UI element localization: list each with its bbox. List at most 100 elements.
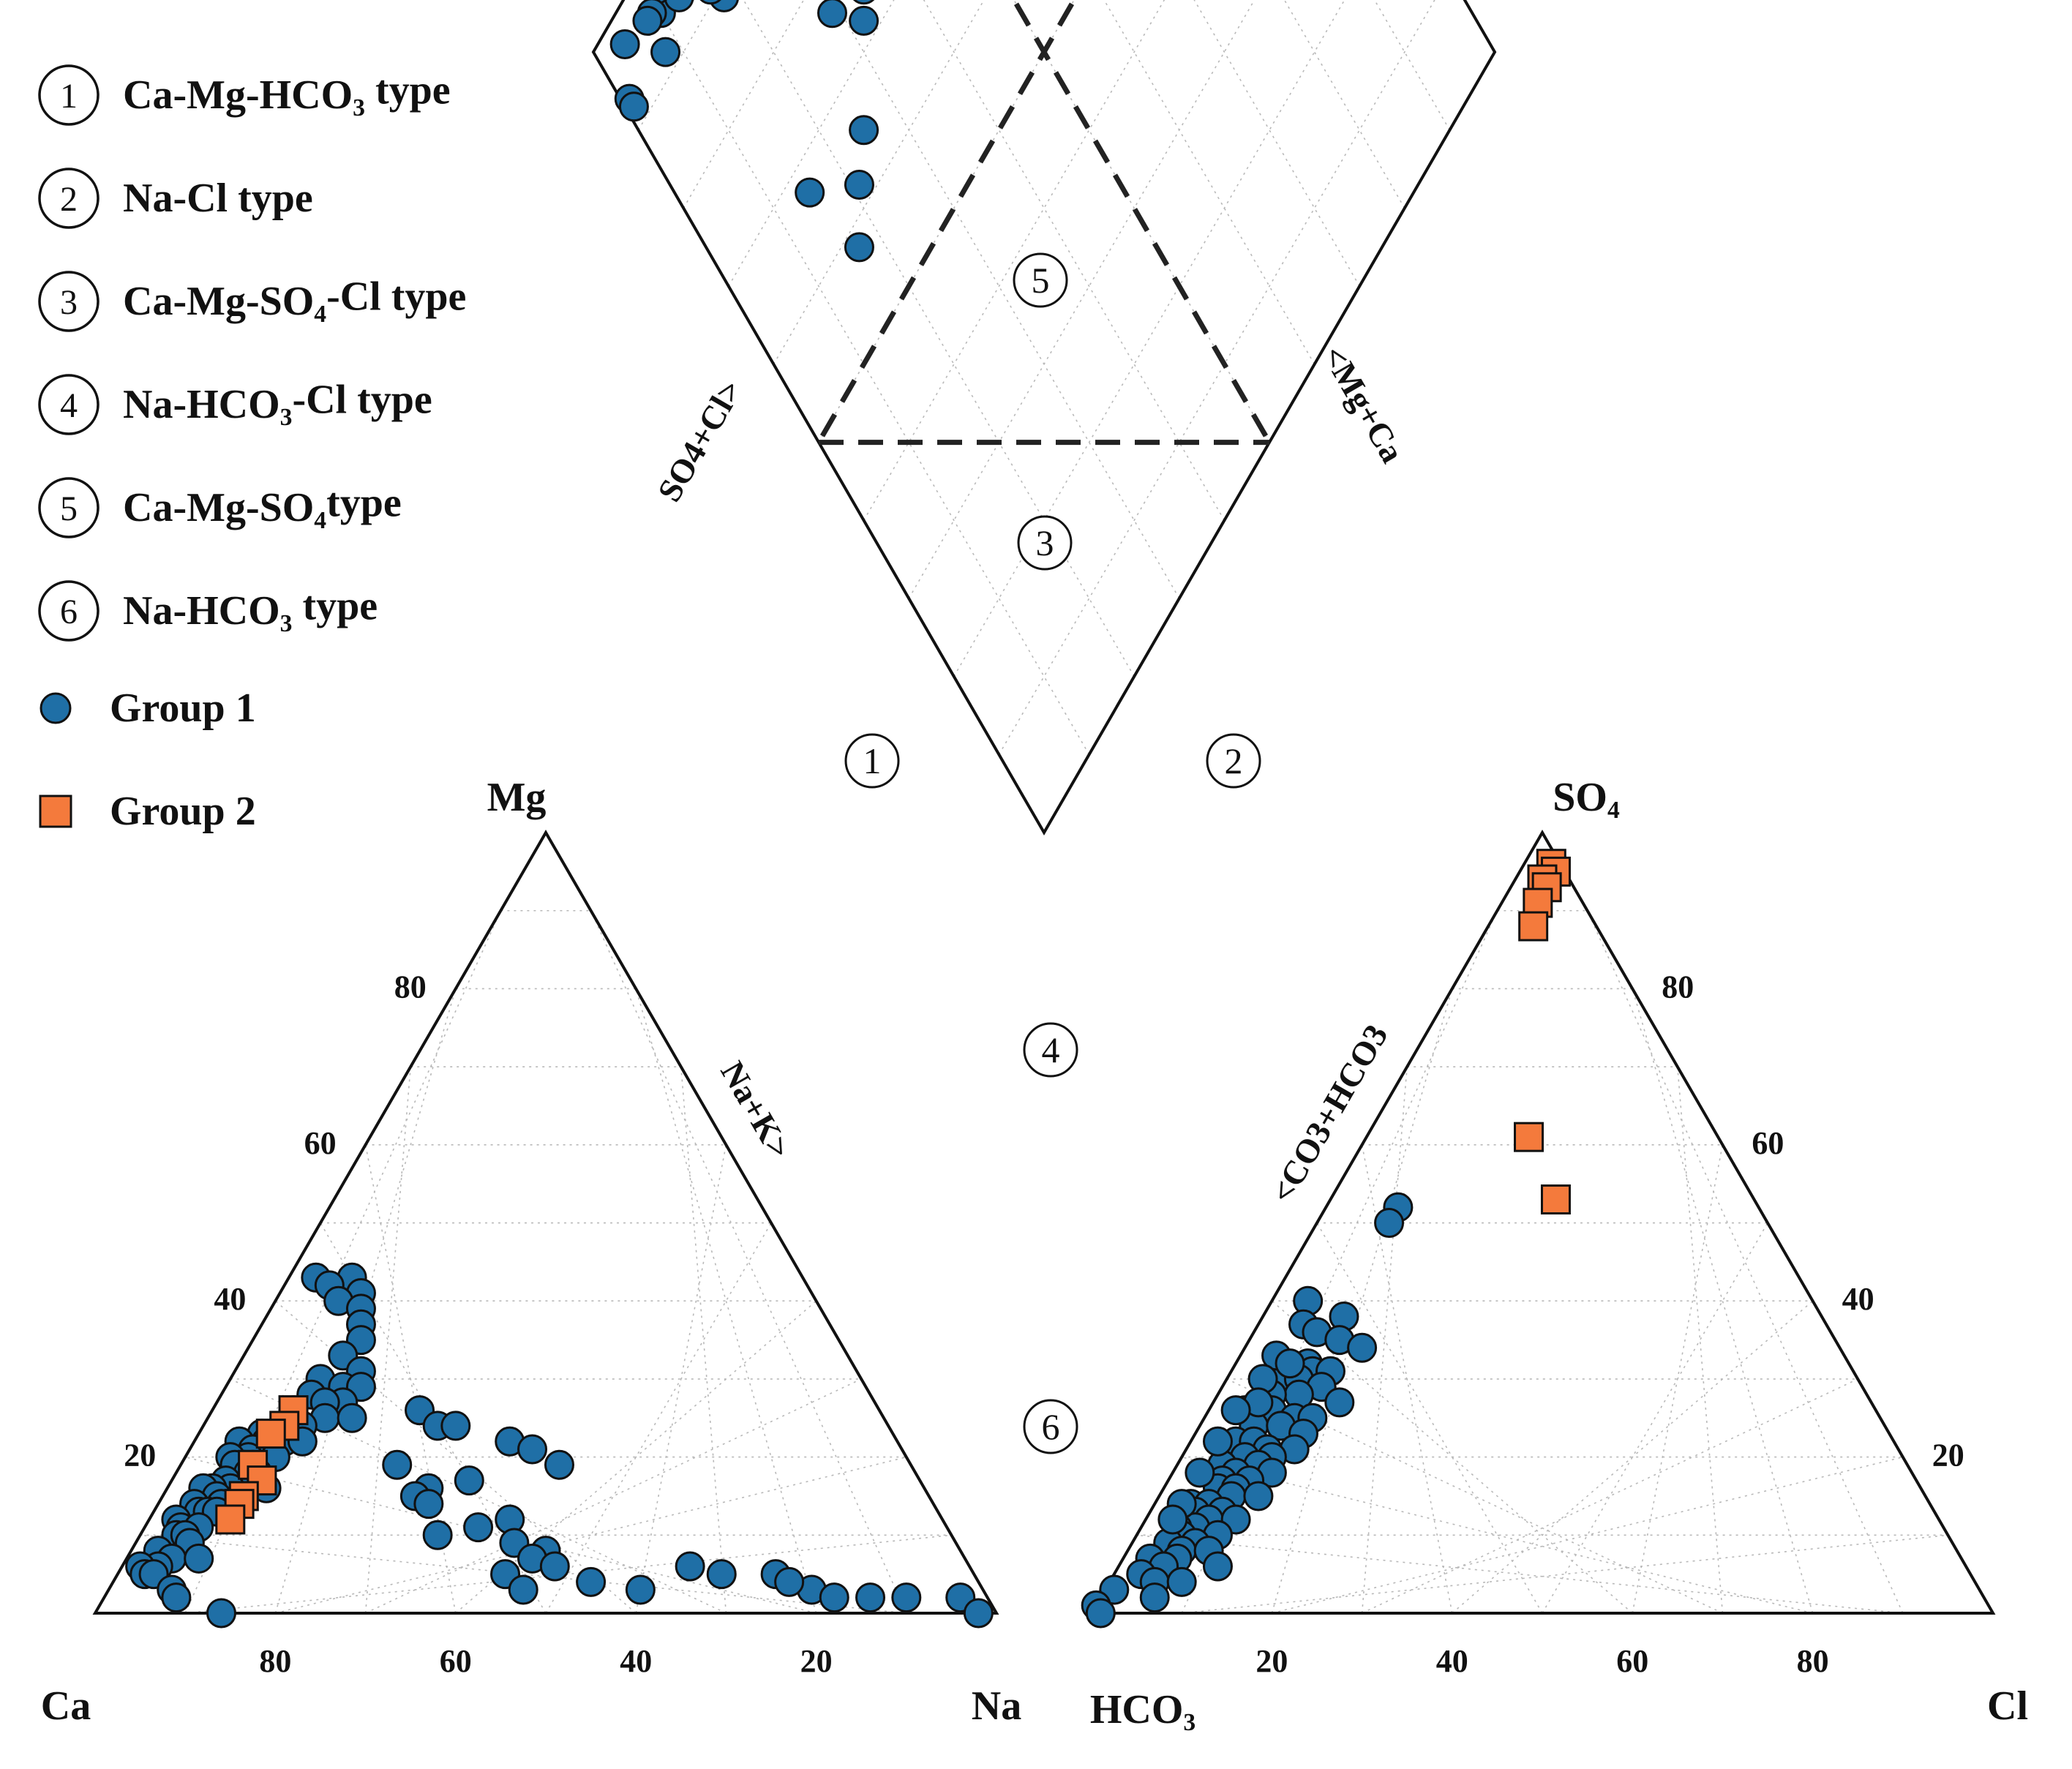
legend-zone-label: Na-Cl type <box>123 176 313 221</box>
zone-circle <box>1013 252 1068 308</box>
group-1-diamond-point <box>844 169 874 200</box>
group-1-cation-point <box>206 1598 236 1629</box>
cl-axis-tick: 20 <box>1255 1643 1288 1679</box>
group-1-diamond-point <box>609 29 640 59</box>
diamond <box>591 0 1497 836</box>
mg-axis-tick: 40 <box>214 1281 246 1317</box>
zone-circle <box>1023 1022 1078 1078</box>
group-2-anion-point <box>1540 1184 1571 1215</box>
grid-line <box>635 988 817 1614</box>
legend-zone-circle <box>38 64 100 126</box>
grid-line <box>680 1067 727 1614</box>
group-1-cation-point <box>963 1598 994 1629</box>
legend-zone-number: 1 <box>60 77 78 116</box>
legend-zone-number: 4 <box>60 386 78 425</box>
zone-circle <box>1023 1399 1078 1454</box>
legend-group1-marker <box>40 692 72 724</box>
legend-item-group-2: Group 2 <box>39 789 256 834</box>
group-1-diamond-point <box>632 5 663 36</box>
grid-line <box>1013 0 1270 443</box>
zone-label-5: 5 <box>1013 252 1068 308</box>
legend-item-zone-1: 1 Ca-Mg-HCO3 type <box>38 64 451 126</box>
grid-line <box>728 0 895 287</box>
group-1-anion-point <box>1243 1481 1274 1511</box>
group-1-anion-point <box>1347 1332 1378 1363</box>
grid-line <box>635 1144 727 1614</box>
hco3-label: HCO3 <box>1090 1687 1195 1736</box>
group-2-anion-point <box>1518 911 1549 942</box>
cl-axis-tick: 40 <box>1436 1643 1468 1679</box>
group-1-cation-point <box>508 1574 538 1605</box>
zone-boundaries <box>816 0 1272 446</box>
grid-line <box>818 0 1075 443</box>
grid-line <box>1361 1144 1453 1614</box>
grid-line <box>185 1456 817 1614</box>
group-1-cation-point <box>517 1434 548 1465</box>
group-1-diamond-point <box>618 91 649 122</box>
so4-axis-tick: 60 <box>1752 1125 1784 1161</box>
grid-line <box>1283 0 1405 209</box>
zone-number: 2 <box>1225 740 1243 781</box>
group-1-cation-point <box>413 1489 444 1520</box>
grid-line <box>1586 910 1904 1614</box>
group-1-diamond-point <box>844 232 874 263</box>
zone-labels: 1 2 3 4 5 6 <box>844 252 1261 1454</box>
mg-ca-label: <Mg+Ca <box>1315 339 1412 469</box>
mg-axis-tick: 60 <box>304 1125 337 1161</box>
cl-axis-tick: 60 <box>1616 1643 1648 1679</box>
cl-axis-tick: 80 <box>1797 1643 1829 1679</box>
legend-group2-marker <box>39 795 72 828</box>
legend-zone-circle <box>38 271 100 332</box>
group-1-anion-point <box>1185 1457 1215 1488</box>
group-1-cation-point <box>675 1551 705 1582</box>
grid-line <box>590 910 907 1614</box>
group-1-anion-point <box>1275 1348 1305 1379</box>
group-1-cation-point <box>454 1465 484 1496</box>
group-1-anion-point <box>1374 1208 1405 1239</box>
ca-label: Ca <box>41 1683 91 1729</box>
zone-boundary <box>816 0 1078 444</box>
group-1-diamond-point <box>852 0 875 5</box>
group-1-cation-point <box>706 1559 737 1590</box>
grid-layer <box>140 0 1948 1614</box>
group-2-cation-point <box>215 1504 246 1535</box>
legend-item-zone-5: 5 Ca-Mg-SO4type <box>38 477 402 538</box>
legend-item-zone-2: 2 Na-Cl type <box>38 168 313 229</box>
legend-zone-label: Ca-Mg-SO4type <box>123 480 402 534</box>
group-2-cation-point <box>255 1419 286 1449</box>
grid-line <box>1542 1222 1768 1614</box>
cl-label: Cl <box>1987 1683 2028 1729</box>
group-1-cation-point <box>539 1551 570 1582</box>
grid-line <box>908 0 1255 599</box>
group-1-anion-point <box>1166 1566 1197 1597</box>
group-1-anion-point <box>1220 1395 1251 1426</box>
group-1-diamond-point <box>664 0 694 12</box>
zone-number: 4 <box>1042 1029 1060 1070</box>
legend-zone-number: 5 <box>60 489 78 528</box>
ca-axis-tick: 80 <box>259 1643 291 1679</box>
zone-label-1: 1 <box>844 733 900 789</box>
mg-axis-tick: 80 <box>394 969 427 1004</box>
so4-cl-label: SO4+Cl> <box>650 373 750 508</box>
grid-line <box>275 1456 906 1614</box>
legend-item-zone-6: 6 Na-HCO3 type <box>38 580 378 642</box>
grid-line <box>998 0 1435 755</box>
group-1-diamond-point <box>650 37 681 67</box>
na-label: Na <box>972 1683 1021 1729</box>
legend-zone-number: 6 <box>60 593 78 631</box>
legend-zone-label: Ca-Mg-SO4-Cl type <box>123 274 466 328</box>
zone-circle <box>1017 515 1073 571</box>
grid-line <box>1271 988 1453 1614</box>
group-1-cation-point <box>544 1449 574 1480</box>
group-1-diamond-point <box>699 0 721 5</box>
grid-line <box>1316 1222 1543 1614</box>
grid-line <box>1182 1534 1948 1614</box>
legend-zone-number: 3 <box>60 283 78 322</box>
zone-number: 6 <box>1042 1406 1060 1447</box>
legend: 1 Ca-Mg-HCO3 type 2 Na-Cl type 3 Ca-Mg-SO4-Cl… <box>38 64 466 834</box>
ca-axis-tick: 60 <box>440 1643 472 1679</box>
group-1-cation-point <box>440 1411 471 1441</box>
grid-line <box>683 0 805 209</box>
group-1-diamond-point <box>849 5 879 36</box>
